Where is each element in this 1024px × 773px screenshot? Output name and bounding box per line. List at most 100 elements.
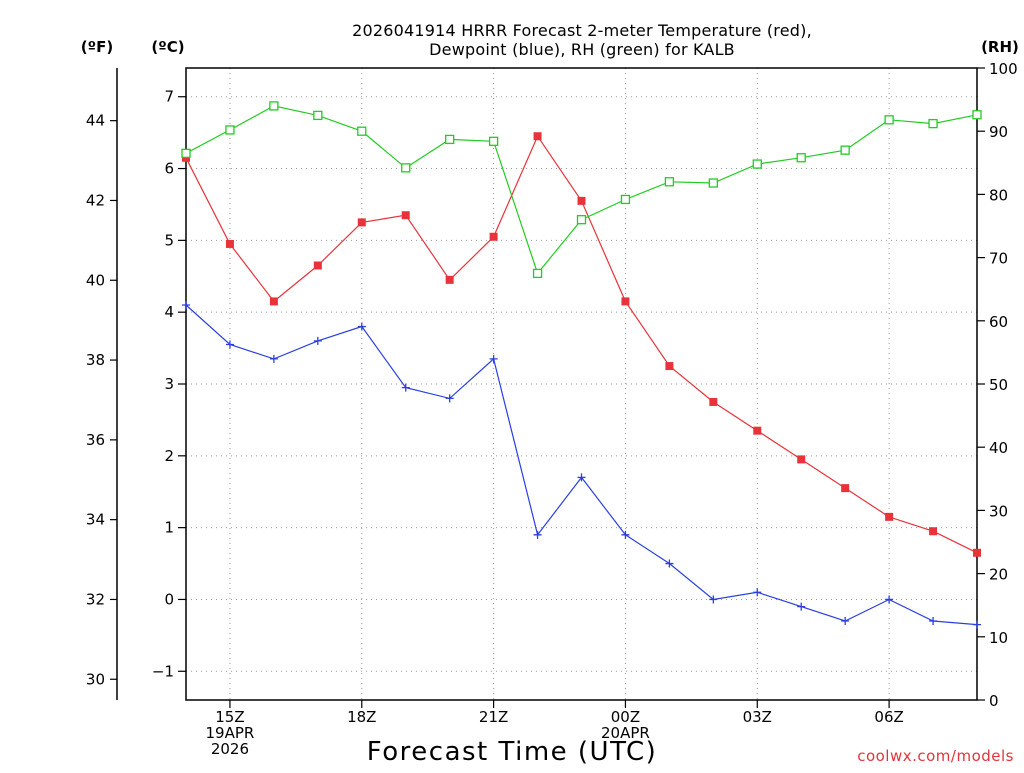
rh-point bbox=[664, 177, 675, 187]
2-meter-temperature-point bbox=[401, 211, 410, 220]
fahrenheit-tick-label: 38 bbox=[86, 351, 105, 369]
credit-text: coolwx.com/models bbox=[857, 747, 1014, 765]
dewpoint-point bbox=[841, 617, 850, 625]
rh-tick-label: 50 bbox=[989, 376, 1008, 394]
celsius-tick-label: 1 bbox=[164, 519, 174, 537]
celsius-unit-label: (ºC) bbox=[151, 38, 184, 56]
rh-point bbox=[796, 153, 806, 163]
dewpoint-point bbox=[225, 340, 234, 349]
x-axis-title: Forecast Time (UTC) bbox=[367, 737, 658, 767]
2-meter-temperature-point bbox=[269, 297, 278, 306]
grid bbox=[186, 68, 977, 700]
rh-point bbox=[840, 145, 850, 155]
rh-point bbox=[576, 215, 587, 225]
rh-point bbox=[445, 134, 455, 145]
celsius-tick-label: 5 bbox=[164, 231, 174, 249]
dewpoint-point bbox=[753, 588, 762, 597]
rh-point bbox=[620, 194, 631, 205]
x-tick-label: 2026 bbox=[211, 740, 249, 758]
2-meter-temperature-point bbox=[841, 484, 850, 493]
fahrenheit-tick-label: 36 bbox=[86, 431, 105, 449]
rh-tick-label: 20 bbox=[989, 566, 1008, 584]
celsius-tick-label: 0 bbox=[164, 590, 174, 608]
rh-tick-label: 80 bbox=[989, 186, 1008, 204]
chart-title-line-2: Dewpoint (blue), RH (green) for KALB bbox=[429, 40, 735, 59]
chart-title-line-1: 2026041914 HRRR Forecast 2-meter Tempera… bbox=[352, 21, 812, 40]
rh-point bbox=[752, 159, 762, 169]
dewpoint-point bbox=[269, 354, 278, 363]
2-meter-temperature-point bbox=[445, 275, 454, 284]
celsius-tick-label: −1 bbox=[152, 662, 174, 680]
rh-point bbox=[181, 148, 191, 158]
dewpoint-point bbox=[445, 394, 454, 403]
dewpoint-point bbox=[357, 322, 366, 331]
2-meter-temperature-point bbox=[929, 527, 938, 536]
rh-tick-label: 10 bbox=[989, 629, 1008, 647]
dewpoint-point bbox=[401, 383, 410, 392]
dewpoint-point bbox=[621, 530, 630, 539]
rh-tick-label: 100 bbox=[989, 60, 1018, 78]
dewpoint-point bbox=[577, 473, 586, 482]
celsius-tick-label: 7 bbox=[164, 88, 174, 106]
fahrenheit-tick-label: 42 bbox=[86, 191, 105, 209]
fahrenheit-unit-label: (ºF) bbox=[81, 38, 113, 56]
rh-tick-label: 30 bbox=[989, 502, 1008, 520]
x-tick-label: 06Z bbox=[874, 708, 903, 726]
rh-point bbox=[225, 125, 235, 135]
rh-point bbox=[357, 126, 367, 136]
2-meter-temperature-point bbox=[621, 297, 630, 306]
rh-point bbox=[708, 178, 718, 188]
x-tick-label: 20APR bbox=[601, 724, 650, 742]
x-tick-label: 19APR bbox=[206, 724, 255, 742]
rh-point bbox=[884, 115, 894, 125]
2-meter-temperature-point bbox=[973, 548, 981, 557]
x-tick-label: 21Z bbox=[479, 708, 508, 726]
rh-point bbox=[532, 268, 543, 279]
2-meter-temperature-point bbox=[225, 239, 234, 248]
dewpoint-point bbox=[797, 602, 806, 611]
x-tick-label: 03Z bbox=[743, 708, 772, 726]
axes: 3032343638404244−10123456701020304050607… bbox=[86, 60, 1018, 758]
rh-point bbox=[488, 136, 499, 146]
fahrenheit-tick-label: 32 bbox=[86, 590, 105, 608]
celsius-tick-label: 3 bbox=[164, 375, 174, 393]
rh-tick-label: 60 bbox=[989, 313, 1008, 331]
2-meter-temperature-point bbox=[489, 232, 498, 241]
celsius-tick-label: 6 bbox=[164, 160, 174, 178]
dewpoint-point bbox=[665, 559, 674, 568]
dewpoint-point bbox=[182, 301, 190, 309]
x-tick-label: 00Z bbox=[611, 708, 640, 726]
rh-point bbox=[401, 163, 411, 173]
2-meter-temperature-point bbox=[313, 261, 322, 270]
celsius-tick-label: 2 bbox=[164, 447, 174, 465]
fahrenheit-tick-label: 40 bbox=[86, 271, 105, 289]
2-meter-temperature-point bbox=[665, 362, 674, 371]
rh-tick-label: 70 bbox=[989, 250, 1008, 268]
celsius-tick-label: 4 bbox=[164, 303, 174, 321]
rh-point bbox=[972, 110, 982, 120]
rh-point bbox=[928, 118, 938, 129]
2-meter-temperature-point bbox=[797, 455, 806, 464]
dewpoint-point bbox=[313, 336, 322, 345]
rh-point bbox=[313, 110, 323, 121]
rh-unit-label: (RH) bbox=[981, 38, 1019, 56]
2-meter-temperature-point bbox=[577, 196, 586, 205]
2-meter-temperature-point bbox=[709, 397, 718, 406]
x-tick-label: 15Z bbox=[215, 708, 244, 726]
rh-point bbox=[269, 101, 279, 111]
rh-tick-label: 90 bbox=[989, 123, 1008, 141]
fahrenheit-tick-label: 30 bbox=[86, 670, 105, 688]
dewpoint-point bbox=[709, 595, 718, 604]
dewpoint-point bbox=[533, 530, 542, 539]
2-meter-temperature-point bbox=[357, 218, 366, 227]
dewpoint-point bbox=[489, 354, 498, 363]
fahrenheit-tick-label: 34 bbox=[86, 511, 105, 529]
2-meter-temperature-point bbox=[753, 426, 762, 435]
series-layer bbox=[181, 101, 982, 629]
2-meter-temperature-point bbox=[885, 512, 894, 521]
rh-tick-label: 40 bbox=[989, 439, 1008, 457]
2-meter-temperature-point bbox=[533, 132, 542, 141]
dewpoint-point bbox=[973, 620, 981, 629]
rh-tick-label: 0 bbox=[989, 692, 999, 710]
